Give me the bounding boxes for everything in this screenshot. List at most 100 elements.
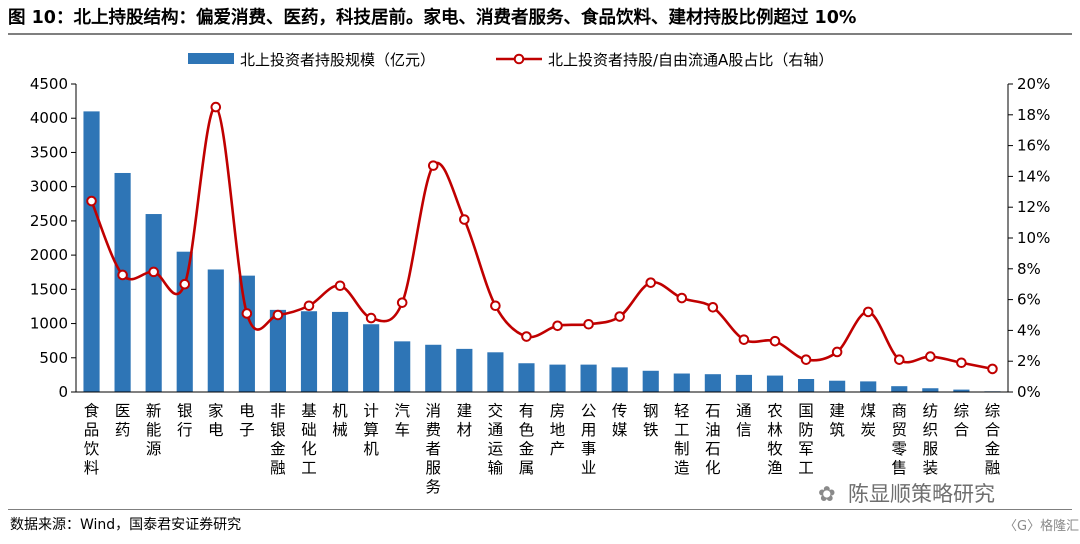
line-point (117, 269, 128, 281)
line-point (86, 195, 97, 207)
line-point (179, 278, 191, 290)
line-point (148, 266, 159, 278)
right-tick-label: 12% (1017, 198, 1050, 216)
bar (331, 311, 349, 392)
line-point (459, 214, 470, 225)
line-point (583, 318, 594, 330)
category-label: 通信 (736, 402, 752, 439)
category-label: 传媒 (612, 402, 628, 439)
category-label: 煤炭 (860, 402, 876, 439)
category-label: 农林牧渔 (767, 402, 783, 477)
category-label: 房地产 (550, 402, 566, 458)
left-tick-label: 3500 (30, 143, 68, 161)
line-point (831, 346, 843, 358)
x-axis: 食品饮料医药新能源银行家电电子非银金融基础化工机械计算机汽车消费者服务建材交通运… (76, 391, 1008, 496)
bar (797, 379, 815, 392)
ratio-line (90, 105, 993, 371)
watermark-text: 陈显顺策略研究 (848, 482, 995, 506)
bar (238, 275, 255, 392)
bar (673, 373, 690, 392)
category-label: 交通运输 (488, 402, 504, 477)
left-axis: 0 500 1000 1500 2000 2500 3000 3500 4000 4500 (30, 75, 77, 401)
bar (394, 341, 411, 392)
bar (518, 363, 535, 392)
bar (642, 370, 659, 392)
bar (456, 348, 473, 392)
line-point (645, 277, 657, 288)
line-point (862, 306, 874, 318)
right-axis: 0% 2% 4% 6% 8% 10% 12% 14% 16% 18% 20% (1007, 75, 1050, 401)
category-label: 纺织服装 (923, 402, 939, 477)
line-point (738, 334, 750, 345)
left-tick-label: 0 (58, 383, 68, 401)
left-tick-label: 4500 (30, 75, 68, 93)
bar (207, 269, 224, 392)
right-tick-label: 16% (1017, 137, 1050, 155)
bar (363, 324, 380, 392)
line-point (303, 300, 315, 312)
right-tick-label: 2% (1017, 352, 1041, 370)
right-tick-label: 14% (1017, 167, 1050, 185)
category-label: 电子 (239, 402, 255, 439)
bar (487, 352, 504, 392)
line-point (490, 300, 501, 312)
bar (549, 364, 566, 392)
line-point (396, 297, 408, 308)
right-tick-label: 4% (1017, 321, 1041, 339)
legend-bar-label: 北上投资者持股规模（亿元） (240, 51, 435, 69)
source-divider (8, 509, 1072, 510)
right-tick-label: 0% (1017, 383, 1041, 401)
line-point (925, 351, 936, 362)
line-point (800, 354, 812, 365)
bar (891, 386, 908, 392)
category-label: 轻工制造 (674, 402, 690, 477)
category-label: 医药 (115, 402, 131, 439)
line-point (241, 308, 253, 319)
line-point (769, 335, 781, 347)
bar (300, 311, 318, 392)
line-point (707, 302, 719, 313)
category-label: 建材 (457, 402, 473, 439)
category-label: 综合 (954, 402, 970, 439)
left-tick-label: 1000 (30, 315, 68, 333)
legend-bar-swatch (188, 53, 234, 64)
left-tick-label: 4000 (30, 109, 68, 127)
category-label: 非银金融 (270, 402, 286, 477)
category-label: 家电 (208, 402, 224, 439)
line-point (210, 101, 222, 113)
bar (860, 381, 877, 392)
right-tick-label: 8% (1017, 260, 1041, 278)
bar (922, 388, 939, 392)
category-label: 汽车 (394, 402, 410, 439)
bar (611, 367, 628, 392)
legend-line-marker (513, 53, 525, 65)
right-tick-label: 20% (1017, 75, 1050, 93)
left-tick-label: 500 (39, 349, 68, 367)
line-point (614, 311, 625, 322)
right-tick-label: 10% (1017, 229, 1050, 247)
bar (953, 389, 970, 392)
category-label: 国防军工 (798, 402, 814, 477)
bar (425, 344, 442, 392)
right-tick-label: 6% (1017, 291, 1041, 309)
line-point (427, 160, 439, 171)
category-label: 新能源 (146, 402, 162, 458)
bar (269, 309, 287, 392)
bar (735, 374, 753, 392)
category-label: 钢铁 (643, 402, 659, 439)
bar (580, 364, 597, 392)
figure-title: 图 10：北上持股结构：偏爱消费、医药，科技居前。家电、消费者服务、食品饮料、建… (8, 3, 1072, 35)
line-point (956, 357, 967, 369)
line-point (552, 320, 563, 332)
category-label: 综合金融 (985, 402, 1001, 477)
left-tick-label: 1500 (30, 280, 68, 298)
watermark: ✿ 陈显顺策略研究 (818, 478, 995, 510)
category-label: 商贸零售 (892, 402, 908, 477)
badge-text: 格隆汇 (1040, 519, 1080, 534)
category-label: 建筑 (829, 402, 845, 439)
category-label: 石油石化 (705, 402, 721, 477)
category-label: 银行 (177, 402, 193, 439)
bar (704, 374, 721, 392)
category-label: 基础化工 (301, 402, 317, 477)
